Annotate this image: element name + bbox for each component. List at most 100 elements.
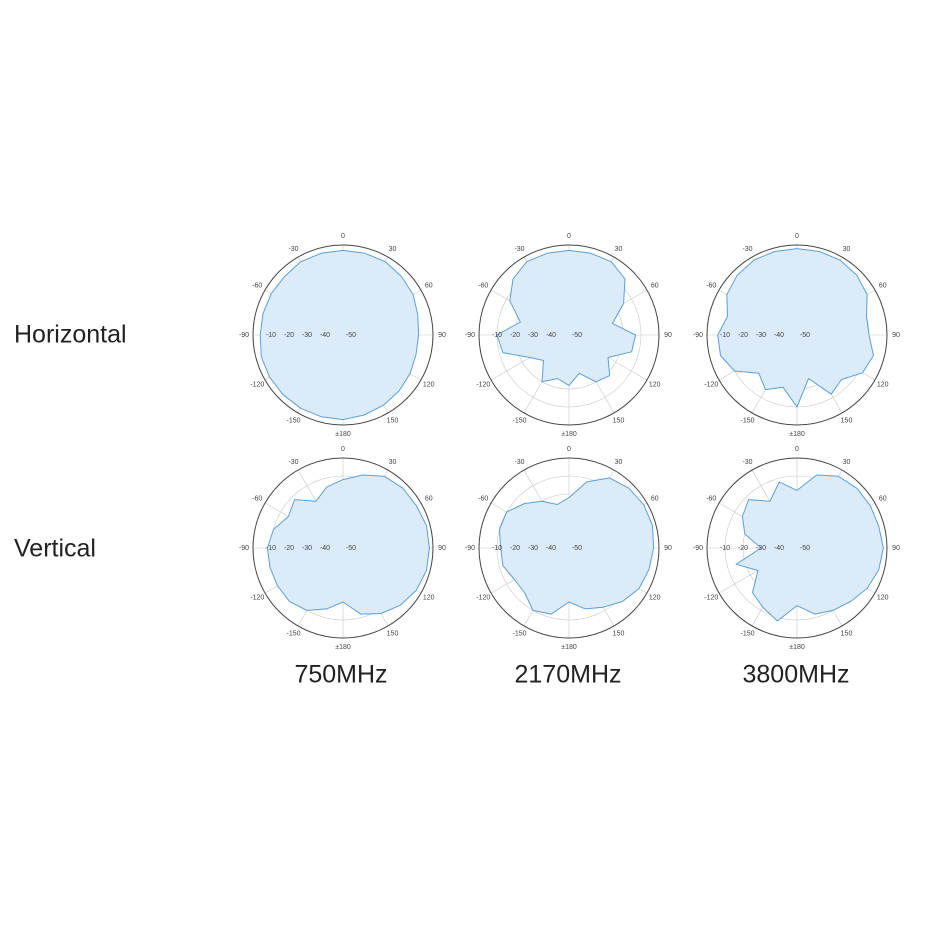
angle-tick-label: -60 — [706, 495, 716, 502]
angle-tick-label: 90 — [892, 332, 900, 339]
radial-tick-label: -50 — [346, 545, 356, 552]
angle-tick-label: 30 — [389, 246, 397, 253]
angle-tick-label: ±180 — [561, 644, 577, 651]
radial-tick-label: -30 — [756, 545, 766, 552]
radial-tick-label: -30 — [528, 545, 538, 552]
radiation-pattern — [259, 249, 420, 421]
angle-tick-label: 150 — [387, 631, 399, 638]
column-label: 2170MHz — [515, 661, 622, 689]
radial-tick-label: -20 — [284, 332, 294, 339]
angle-tick-label: -150 — [740, 418, 754, 425]
angle-tick-label: -150 — [286, 631, 300, 638]
radial-tick-label: -20 — [738, 332, 748, 339]
angle-tick-label: -30 — [742, 459, 752, 466]
angle-tick-label: -30 — [288, 246, 298, 253]
radial-tick-label: -50 — [800, 545, 810, 552]
angle-tick-label: 150 — [613, 631, 625, 638]
angle-tick-label: ±180 — [561, 431, 577, 438]
radial-tick-label: -20 — [284, 545, 294, 552]
radial-tick-label: -40 — [320, 332, 330, 339]
radial-tick-label: -20 — [738, 545, 748, 552]
angle-tick-label: -90 — [693, 545, 703, 552]
angle-tick-label: ±180 — [789, 431, 805, 438]
angle-tick-label: 150 — [613, 418, 625, 425]
angle-tick-label: 0 — [341, 446, 345, 453]
radial-tick-label: -30 — [302, 545, 312, 552]
angle-tick-label: -90 — [693, 332, 703, 339]
angle-tick-label: 120 — [877, 381, 889, 388]
angle-tick-label: 0 — [567, 233, 571, 240]
outer-circle — [252, 457, 434, 639]
radial-tick-label: -10 — [492, 545, 502, 552]
radial-tick-label: -10 — [720, 545, 730, 552]
angle-tick-label: -120 — [476, 381, 490, 388]
angle-tick-label: -120 — [704, 381, 718, 388]
angle-tick-label: -60 — [478, 495, 488, 502]
angle-tick-label: ±180 — [335, 431, 351, 438]
outer-circle — [478, 244, 660, 426]
angle-tick-label: 120 — [423, 594, 435, 601]
angle-tick-label: -60 — [252, 282, 262, 289]
angle-tick-label: 120 — [423, 381, 435, 388]
radial-tick-label: -40 — [774, 332, 784, 339]
angle-tick-label: 60 — [651, 495, 659, 502]
radial-tick-label: -50 — [800, 332, 810, 339]
radial-tick-label: -10 — [720, 332, 730, 339]
row-label: Vertical — [14, 535, 96, 563]
angle-tick-label: -150 — [740, 631, 754, 638]
polar-chart: 0 30 60 90 120 150 ±180 -150 -120 -90 -60 -30 -10 -20… — [465, 233, 672, 438]
polar-chart: 0 30 60 90 120 150 ±180 -150 -120 -90 -60 -30 -10 -20… — [239, 446, 446, 651]
angle-tick-label: ±180 — [335, 644, 351, 651]
outer-circle — [478, 457, 660, 639]
angle-tick-label: 120 — [649, 594, 661, 601]
angle-tick-label: 90 — [664, 332, 672, 339]
angle-tick-label: 0 — [341, 233, 345, 240]
angle-tick-label: -90 — [465, 332, 475, 339]
angle-tick-label: 90 — [438, 332, 446, 339]
polar-chart: 0 30 60 90 120 150 ±180 -150 -120 -90 -60 -30 -10 -20… — [693, 233, 900, 438]
outer-circle — [706, 457, 888, 639]
angle-tick-label: -60 — [252, 495, 262, 502]
angle-tick-label: 60 — [879, 495, 887, 502]
angle-tick-label: -120 — [704, 594, 718, 601]
angle-tick-label: 90 — [438, 545, 446, 552]
row-label: Horizontal — [14, 321, 127, 349]
angle-tick-label: 30 — [615, 459, 623, 466]
angle-tick-label: -120 — [250, 594, 264, 601]
radiation-pattern — [496, 249, 637, 386]
outer-circle — [252, 244, 434, 426]
radiation-pattern — [735, 474, 884, 622]
radial-tick-label: -40 — [774, 545, 784, 552]
angle-tick-label: 30 — [843, 246, 851, 253]
column-label: 3800MHz — [743, 661, 850, 689]
angle-tick-label: -60 — [706, 282, 716, 289]
column-label: 750MHz — [294, 661, 387, 689]
radial-tick-label: -40 — [320, 545, 330, 552]
angle-tick-label: 30 — [615, 246, 623, 253]
angle-tick-label: 0 — [567, 446, 571, 453]
angle-tick-label: -30 — [514, 459, 524, 466]
angle-tick-label: 90 — [892, 545, 900, 552]
angle-tick-label: -30 — [514, 246, 524, 253]
angle-tick-label: -90 — [465, 545, 475, 552]
angle-tick-label: 60 — [879, 282, 887, 289]
angle-tick-label: ±180 — [789, 644, 805, 651]
radial-tick-label: -30 — [302, 332, 312, 339]
angle-tick-label: -150 — [512, 631, 526, 638]
angle-tick-label: -120 — [250, 381, 264, 388]
angle-tick-label: 150 — [387, 418, 399, 425]
angle-tick-label: 90 — [664, 545, 672, 552]
angle-tick-label: 120 — [649, 381, 661, 388]
angle-tick-label: -90 — [239, 332, 249, 339]
radial-tick-label: -50 — [346, 332, 356, 339]
radial-tick-label: -40 — [546, 332, 556, 339]
angle-tick-label: -150 — [512, 418, 526, 425]
radial-tick-label: -50 — [572, 332, 582, 339]
radial-tick-label: -20 — [510, 545, 520, 552]
radial-tick-label: -40 — [546, 545, 556, 552]
angle-tick-label: -30 — [288, 459, 298, 466]
angle-tick-label: 0 — [795, 446, 799, 453]
radial-tick-label: -10 — [492, 332, 502, 339]
outer-circle — [706, 244, 888, 426]
